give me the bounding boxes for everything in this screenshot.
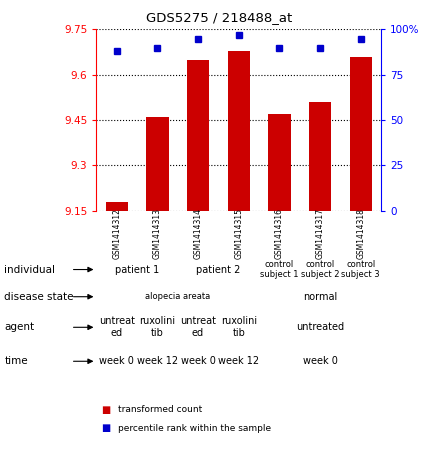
Text: patient 1: patient 1 bbox=[115, 265, 159, 275]
Text: control
subject 2: control subject 2 bbox=[301, 260, 339, 279]
Text: agent: agent bbox=[4, 322, 35, 333]
Text: week 0: week 0 bbox=[99, 356, 134, 366]
Text: untreated: untreated bbox=[296, 322, 344, 333]
Text: transformed count: transformed count bbox=[118, 405, 202, 414]
Text: GSM1414318: GSM1414318 bbox=[356, 208, 365, 259]
Text: untreat
ed: untreat ed bbox=[99, 317, 135, 338]
Bar bbox=[187, 60, 209, 211]
Text: GSM1414315: GSM1414315 bbox=[234, 208, 243, 259]
Text: patient 2: patient 2 bbox=[196, 265, 240, 275]
Text: week 0: week 0 bbox=[180, 356, 215, 366]
Text: control
subject 1: control subject 1 bbox=[260, 260, 299, 279]
Bar bbox=[309, 102, 331, 211]
Text: disease state: disease state bbox=[4, 292, 74, 302]
Text: individual: individual bbox=[4, 265, 55, 275]
Bar bbox=[350, 57, 372, 211]
Text: GSM1414314: GSM1414314 bbox=[194, 208, 202, 259]
Text: ruxolini
tib: ruxolini tib bbox=[139, 317, 176, 338]
Text: alopecia areata: alopecia areata bbox=[145, 292, 210, 301]
Bar bbox=[268, 114, 290, 211]
Text: normal: normal bbox=[303, 292, 337, 302]
Text: week 0: week 0 bbox=[303, 356, 338, 366]
Text: GDS5275 / 218488_at: GDS5275 / 218488_at bbox=[146, 11, 292, 24]
Text: GSM1414313: GSM1414313 bbox=[153, 208, 162, 259]
Bar bbox=[106, 202, 128, 211]
Text: GSM1414317: GSM1414317 bbox=[315, 208, 325, 259]
Text: percentile rank within the sample: percentile rank within the sample bbox=[118, 424, 272, 433]
Text: week 12: week 12 bbox=[137, 356, 178, 366]
Text: GSM1414316: GSM1414316 bbox=[275, 208, 284, 259]
Text: ■: ■ bbox=[101, 405, 110, 415]
Text: ■: ■ bbox=[101, 423, 110, 433]
Bar bbox=[146, 117, 169, 211]
Text: week 12: week 12 bbox=[218, 356, 259, 366]
Text: untreat
ed: untreat ed bbox=[180, 317, 216, 338]
Text: control
subject 3: control subject 3 bbox=[341, 260, 380, 279]
Text: ruxolini
tib: ruxolini tib bbox=[221, 317, 257, 338]
Bar bbox=[227, 51, 250, 211]
Text: time: time bbox=[4, 356, 28, 366]
Text: GSM1414312: GSM1414312 bbox=[112, 208, 121, 259]
